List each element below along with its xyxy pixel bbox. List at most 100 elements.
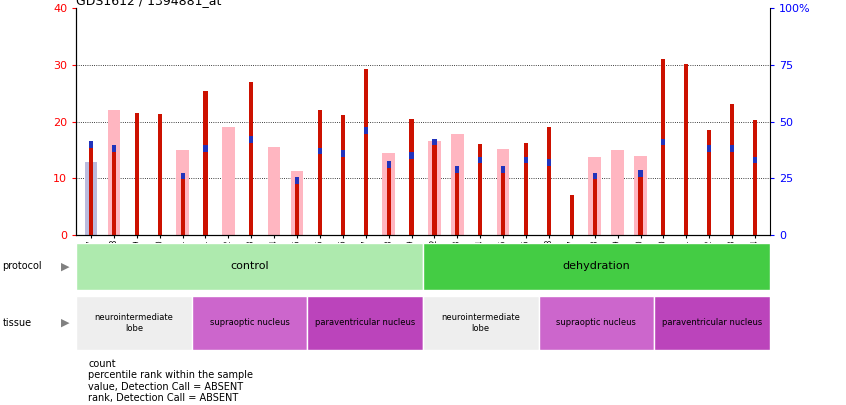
Bar [89, 144, 93, 235]
Text: neurointermediate
lobe: neurointermediate lobe [95, 313, 173, 333]
Bar [423, 243, 770, 290]
Bar [387, 164, 391, 235]
Bar [341, 115, 345, 235]
Bar [341, 150, 345, 157]
Bar [89, 148, 93, 235]
Bar [295, 177, 299, 184]
Bar [268, 147, 281, 235]
Text: GDS1612 / 1394881_at: GDS1612 / 1394881_at [76, 0, 222, 7]
Bar [318, 110, 322, 235]
Bar [432, 139, 437, 145]
Text: neurointermediate
lobe: neurointermediate lobe [442, 313, 520, 333]
Bar [203, 92, 207, 235]
Bar [203, 149, 207, 235]
Bar [662, 59, 666, 235]
Bar [753, 160, 757, 235]
Bar [730, 104, 734, 235]
Bar [547, 127, 551, 235]
Bar [662, 139, 666, 145]
Bar [89, 141, 93, 147]
Bar [107, 110, 120, 235]
Bar [753, 157, 757, 164]
Bar [684, 64, 689, 235]
Bar [547, 162, 551, 235]
Text: supraoptic nucleus: supraoptic nucleus [557, 318, 636, 328]
Bar [501, 166, 505, 173]
Bar [318, 151, 322, 235]
Bar [428, 141, 441, 235]
Text: percentile rank within the sample: percentile rank within the sample [88, 371, 253, 380]
Bar [432, 142, 437, 235]
Text: dehydration: dehydration [563, 261, 630, 271]
Bar [478, 160, 482, 235]
Bar [497, 149, 509, 235]
Bar [382, 153, 395, 235]
Bar [612, 150, 624, 235]
Bar [451, 134, 464, 235]
Bar [364, 127, 368, 134]
Bar [707, 130, 711, 235]
Bar [250, 136, 253, 143]
Bar [639, 170, 643, 177]
Text: ▶: ▶ [61, 318, 69, 328]
Bar [387, 161, 391, 168]
Bar [409, 119, 414, 235]
Bar [455, 166, 459, 173]
Bar [478, 144, 482, 235]
Bar [307, 296, 423, 350]
Bar [291, 171, 304, 235]
Bar [501, 169, 505, 235]
Text: ▶: ▶ [61, 261, 69, 271]
Bar [707, 145, 711, 152]
Bar [203, 145, 207, 152]
Text: count: count [88, 359, 116, 369]
Bar [593, 173, 596, 179]
Text: paraventricular nucleus: paraventricular nucleus [662, 318, 762, 328]
Bar [639, 174, 643, 235]
Bar [295, 181, 299, 235]
Bar [85, 162, 97, 235]
Bar [634, 156, 647, 235]
Bar [730, 145, 734, 152]
Bar [423, 296, 539, 350]
Text: paraventricular nucleus: paraventricular nucleus [315, 318, 415, 328]
Bar [112, 145, 116, 152]
Bar [250, 140, 253, 235]
Text: rank, Detection Call = ABSENT: rank, Detection Call = ABSENT [88, 393, 239, 403]
Text: control: control [230, 261, 269, 271]
Bar [524, 143, 528, 235]
Bar [547, 159, 551, 166]
Bar [662, 142, 666, 235]
Bar [409, 152, 414, 159]
Bar [569, 195, 574, 235]
Text: supraoptic nucleus: supraoptic nucleus [210, 318, 289, 328]
Text: tissue: tissue [3, 318, 31, 328]
Bar [176, 150, 189, 235]
Bar [318, 147, 322, 154]
Bar [524, 160, 528, 235]
Bar [455, 169, 459, 235]
Bar [364, 130, 368, 235]
Bar [250, 82, 253, 235]
Bar [364, 69, 368, 235]
Bar [539, 296, 654, 350]
Bar [76, 296, 192, 350]
Bar [222, 127, 234, 235]
Bar [753, 120, 757, 235]
Bar [180, 176, 184, 235]
Bar [654, 296, 770, 350]
Bar [112, 149, 116, 235]
Text: protocol: protocol [3, 261, 42, 271]
Bar [593, 176, 596, 235]
Bar [180, 173, 184, 179]
Bar [478, 157, 482, 164]
Bar [524, 157, 528, 164]
Bar [76, 243, 423, 290]
Bar [730, 149, 734, 235]
Bar [135, 113, 139, 235]
Bar [157, 114, 162, 235]
Bar [589, 157, 601, 235]
Bar [409, 156, 414, 235]
Bar [192, 296, 307, 350]
Text: value, Detection Call = ABSENT: value, Detection Call = ABSENT [88, 382, 244, 392]
